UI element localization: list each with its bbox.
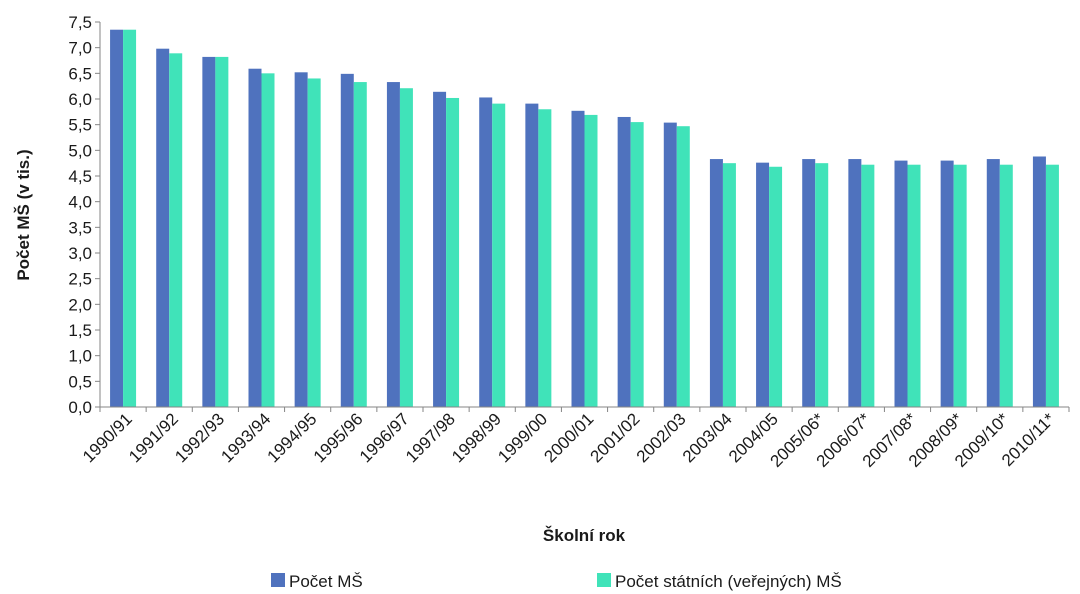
y-tick-label: 7,5	[68, 13, 92, 32]
bar-pocet-statnich-ms	[769, 166, 783, 407]
bar-pocet-statnich-ms	[722, 163, 736, 407]
bar-pocet-statnich-ms	[353, 82, 367, 407]
legend-label-pocet-ms: Počet MŠ	[289, 572, 363, 591]
bar-pocet-statnich-ms	[307, 78, 321, 407]
bar-pocet-ms	[248, 68, 262, 408]
y-tick-label: 5,0	[68, 141, 92, 160]
bar-pocet-ms	[894, 160, 908, 407]
bar-pocet-ms	[709, 159, 723, 407]
bar-pocet-ms	[848, 159, 862, 407]
x-axis-title: Školní rok	[543, 526, 626, 545]
bar-pocet-ms	[294, 72, 308, 407]
y-tick-label: 5,5	[68, 116, 92, 135]
x-tick-label: 1993/94	[217, 409, 274, 466]
bar-pocet-ms	[110, 29, 124, 407]
bar-pocet-ms	[940, 160, 954, 407]
axes-group	[99, 22, 1069, 408]
y-tick-label: 6,0	[68, 90, 92, 109]
y-axis-title: Počet MŠ (v tis.)	[14, 149, 33, 280]
x-tick-label: 2003/04	[679, 409, 736, 466]
bar-pocet-statnich-ms	[538, 109, 552, 408]
bar-pocet-statnich-ms	[261, 73, 275, 407]
bar-pocet-ms	[1032, 156, 1046, 407]
bar-pocet-ms	[433, 91, 447, 408]
bar-pocet-ms	[340, 73, 354, 407]
bar-pocet-ms	[802, 159, 816, 407]
bar-pocet-statnich-ms	[815, 163, 829, 407]
x-tick-label: 2000/01	[540, 409, 597, 466]
bar-pocet-ms	[663, 122, 677, 407]
bar-pocet-statnich-ms	[907, 164, 921, 407]
bar-pocet-statnich-ms	[446, 97, 460, 408]
x-tick-label: 1992/93	[171, 409, 228, 466]
bar-pocet-statnich-ms	[953, 164, 967, 407]
bar-pocet-statnich-ms	[123, 29, 137, 407]
x-tick-label: 1999/00	[494, 409, 551, 466]
x-tick-label: 1997/98	[402, 409, 459, 466]
y-tick-label: 3,0	[68, 244, 92, 263]
y-tick-label: 7,0	[68, 39, 92, 58]
bar-pocet-ms	[202, 56, 216, 407]
bar-pocet-statnich-ms	[492, 103, 506, 408]
bar-pocet-statnich-ms	[1045, 164, 1059, 407]
x-tick-label: 2001/02	[587, 409, 644, 466]
y-tick-label: 4,0	[68, 193, 92, 212]
bar-pocet-ms	[986, 159, 1000, 407]
bars-group	[110, 29, 1059, 408]
y-tick-label: 0,5	[68, 372, 92, 391]
y-tick-label: 1,0	[68, 347, 92, 366]
y-tick-label: 3,5	[68, 218, 92, 237]
x-tick-label: 1998/99	[448, 409, 505, 466]
bar-pocet-ms	[617, 116, 631, 407]
bar-pocet-statnich-ms	[676, 126, 690, 407]
legend-label-pocet-statnich-ms: Počet státních (veřejných) MŠ	[615, 572, 842, 591]
bar-pocet-statnich-ms	[215, 56, 229, 407]
y-ticks-group: 0,0 0,5 1,0 1,5 2,0 2,5 3,0 3,5 4,0 4,5 5,0 5,5 6,0 6…	[68, 13, 100, 417]
x-tick-label: 1995/96	[310, 409, 367, 466]
y-tick-label: 2,0	[68, 295, 92, 314]
bar-pocet-ms	[156, 48, 170, 408]
x-tick-label: 2002/03	[633, 409, 690, 466]
bar-pocet-statnich-ms	[399, 88, 413, 407]
bar-pocet-statnich-ms	[630, 122, 644, 407]
bar-pocet-statnich-ms	[999, 164, 1013, 407]
y-tick-label: 1,5	[68, 321, 92, 340]
bar-pocet-ms	[525, 103, 539, 408]
bar-pocet-ms	[756, 162, 770, 407]
bar-pocet-statnich-ms	[861, 164, 875, 407]
x-tick-label: 1994/95	[264, 409, 321, 466]
x-ticks-group: 1990/911991/921992/931993/941994/951995/…	[79, 407, 1070, 471]
bar-pocet-ms	[479, 97, 493, 408]
y-tick-label: 4,5	[68, 167, 92, 186]
y-tick-label: 0,0	[68, 398, 92, 417]
legend-swatch-pocet-statnich-ms	[597, 573, 611, 587]
legend-swatch-pocet-ms	[271, 573, 285, 587]
x-tick-label: 1996/97	[356, 409, 413, 466]
x-tick-label: 1990/91	[79, 409, 136, 466]
bar-pocet-ms	[571, 110, 585, 407]
bar-pocet-statnich-ms	[584, 114, 598, 407]
legend: Počet MŠ Počet státních (veřejných) MŠ	[271, 572, 842, 591]
bar-pocet-ms	[386, 82, 400, 407]
y-tick-label: 6,5	[68, 64, 92, 83]
bar-pocet-statnich-ms	[169, 53, 183, 408]
x-tick-label: 1991/92	[125, 409, 182, 466]
y-tick-label: 2,5	[68, 270, 92, 289]
